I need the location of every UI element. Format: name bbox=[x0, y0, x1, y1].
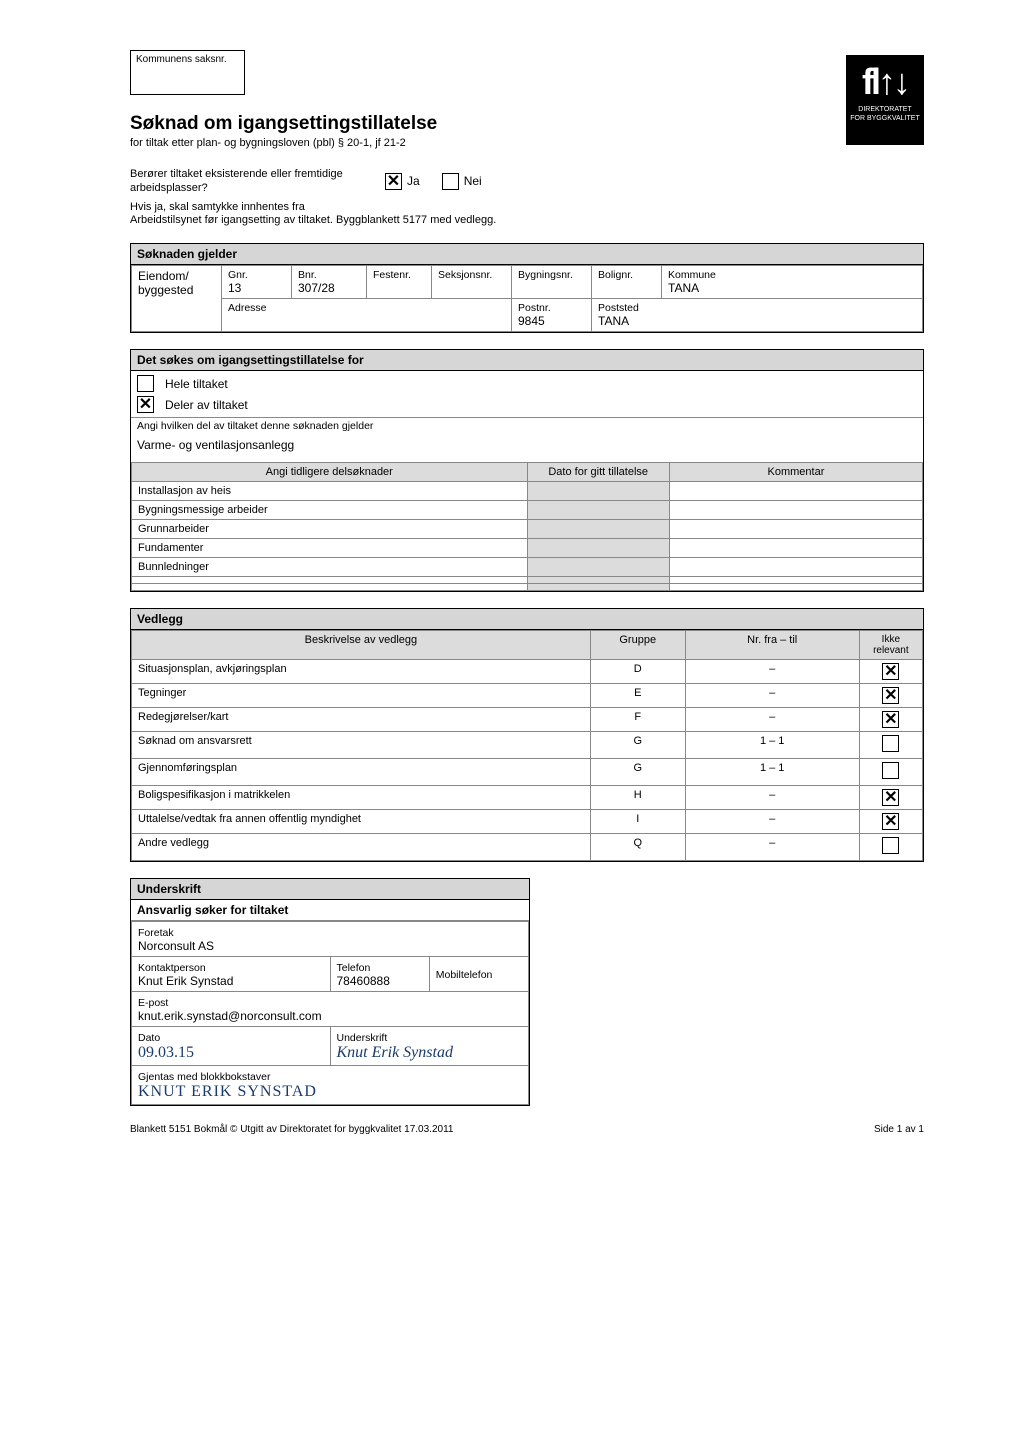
tidligere-table: Angi tidligere delsøknader Dato for gitt… bbox=[131, 462, 923, 591]
table-row: Bygningsmessige arbeider bbox=[132, 501, 923, 520]
footer: Blankett 5151 Bokmål © Utgitt av Direkto… bbox=[130, 1124, 924, 1135]
checkbox-irrelevant[interactable] bbox=[882, 813, 899, 830]
label-ja: Ja bbox=[407, 174, 420, 188]
checkbox-irrelevant[interactable] bbox=[882, 735, 899, 752]
checkbox-nei[interactable] bbox=[442, 173, 459, 190]
label-nei: Nei bbox=[464, 174, 482, 188]
table-row bbox=[132, 584, 923, 591]
angi-value: Varme- og ventilasjonsanlegg bbox=[131, 434, 923, 462]
table-row: GjennomføringsplanG1 – 1 bbox=[132, 759, 923, 786]
table-row: Søknad om ansvarsrettG1 – 1 bbox=[132, 732, 923, 759]
page-title: Søknad om igangsettingstillatelse bbox=[130, 113, 924, 135]
table-row bbox=[132, 577, 923, 584]
col-dato: Dato for gitt tillatelse bbox=[527, 463, 669, 482]
section-det-sokes: Det søkes om igangsettingstillatelse for… bbox=[130, 349, 924, 592]
footer-right: Side 1 av 1 bbox=[874, 1124, 924, 1135]
table-row: Installasjon av heis bbox=[132, 482, 923, 501]
table-row: Uttalelse/vedtak fra annen offentlig myn… bbox=[132, 810, 923, 834]
subhead-ansvarlig: Ansvarlig søker for tiltaket bbox=[131, 900, 529, 921]
col-tidl: Angi tidligere delsøknader bbox=[132, 463, 528, 482]
section-underskrift: Underskrift Ansvarlig søker for tiltaket… bbox=[130, 878, 530, 1106]
table-row: TegningerE– bbox=[132, 684, 923, 708]
checkbox-irrelevant[interactable] bbox=[882, 663, 899, 680]
question-arbeidsplasser: Berører tiltaket eksisterende eller frem… bbox=[130, 167, 385, 195]
handwritten-signature: Knut Erik Synstad bbox=[337, 1044, 453, 1061]
handwritten-date: 09.03.15 bbox=[138, 1044, 194, 1061]
section-head: Underskrift bbox=[131, 879, 529, 900]
table-row: Redegjørelser/kartF– bbox=[132, 708, 923, 732]
section-head: Det søkes om igangsettingstillatelse for bbox=[131, 350, 923, 371]
table-row: Bunnledninger bbox=[132, 558, 923, 577]
footer-left: Blankett 5151 Bokmål © Utgitt av Direkto… bbox=[130, 1124, 453, 1135]
label-hele: Hele tiltaket bbox=[165, 377, 228, 391]
table-row: Fundamenter bbox=[132, 539, 923, 558]
checkbox-irrelevant[interactable] bbox=[882, 837, 899, 854]
eiendom-label: Eiendom/ byggested bbox=[132, 266, 222, 332]
checkbox-ja[interactable] bbox=[385, 173, 402, 190]
section-soknaden-gjelder: Søknaden gjelder Eiendom/ byggested Gnr.… bbox=[130, 243, 924, 333]
section-vedlegg: Vedlegg Beskrivelse av vedlegg Gruppe Nr… bbox=[130, 608, 924, 862]
checkbox-irrelevant[interactable] bbox=[882, 762, 899, 779]
label-deler: Deler av tiltaket bbox=[165, 398, 248, 412]
col-kommentar: Kommentar bbox=[669, 463, 922, 482]
handwritten-block: KNUT ERIK SYNSTAD bbox=[138, 1083, 317, 1100]
table-row: Boligspesifikasjon i matrikkelenH– bbox=[132, 786, 923, 810]
checkbox-irrelevant[interactable] bbox=[882, 711, 899, 728]
checkbox-hele[interactable] bbox=[137, 375, 154, 392]
note-arbeidstilsynet: Hvis ja, skal samtykke innhentes fra Arb… bbox=[130, 201, 924, 227]
checkbox-irrelevant[interactable] bbox=[882, 789, 899, 806]
table-row: Situasjonsplan, avkjøringsplanD– bbox=[132, 660, 923, 684]
saksnr-box: Kommunens saksnr. bbox=[130, 50, 245, 95]
saksnr-label: Kommunens saksnr. bbox=[136, 54, 227, 65]
vedlegg-table: Beskrivelse av vedlegg Gruppe Nr. fra – … bbox=[131, 630, 923, 861]
checkbox-deler[interactable] bbox=[137, 396, 154, 413]
section-head: Vedlegg bbox=[131, 609, 923, 630]
section-head: Søknaden gjelder bbox=[131, 244, 923, 265]
page-subtitle: for tiltak etter plan- og bygningsloven … bbox=[130, 137, 924, 149]
checkbox-irrelevant[interactable] bbox=[882, 687, 899, 704]
table-row: Grunnarbeider bbox=[132, 520, 923, 539]
agency-logo: fl↑↓ DIREKTORATETFOR BYGGKVALITET bbox=[846, 55, 924, 145]
table-row: Andre vedleggQ– bbox=[132, 834, 923, 861]
hint-angi: Angi hvilken del av tiltaket denne søkna… bbox=[131, 417, 923, 434]
